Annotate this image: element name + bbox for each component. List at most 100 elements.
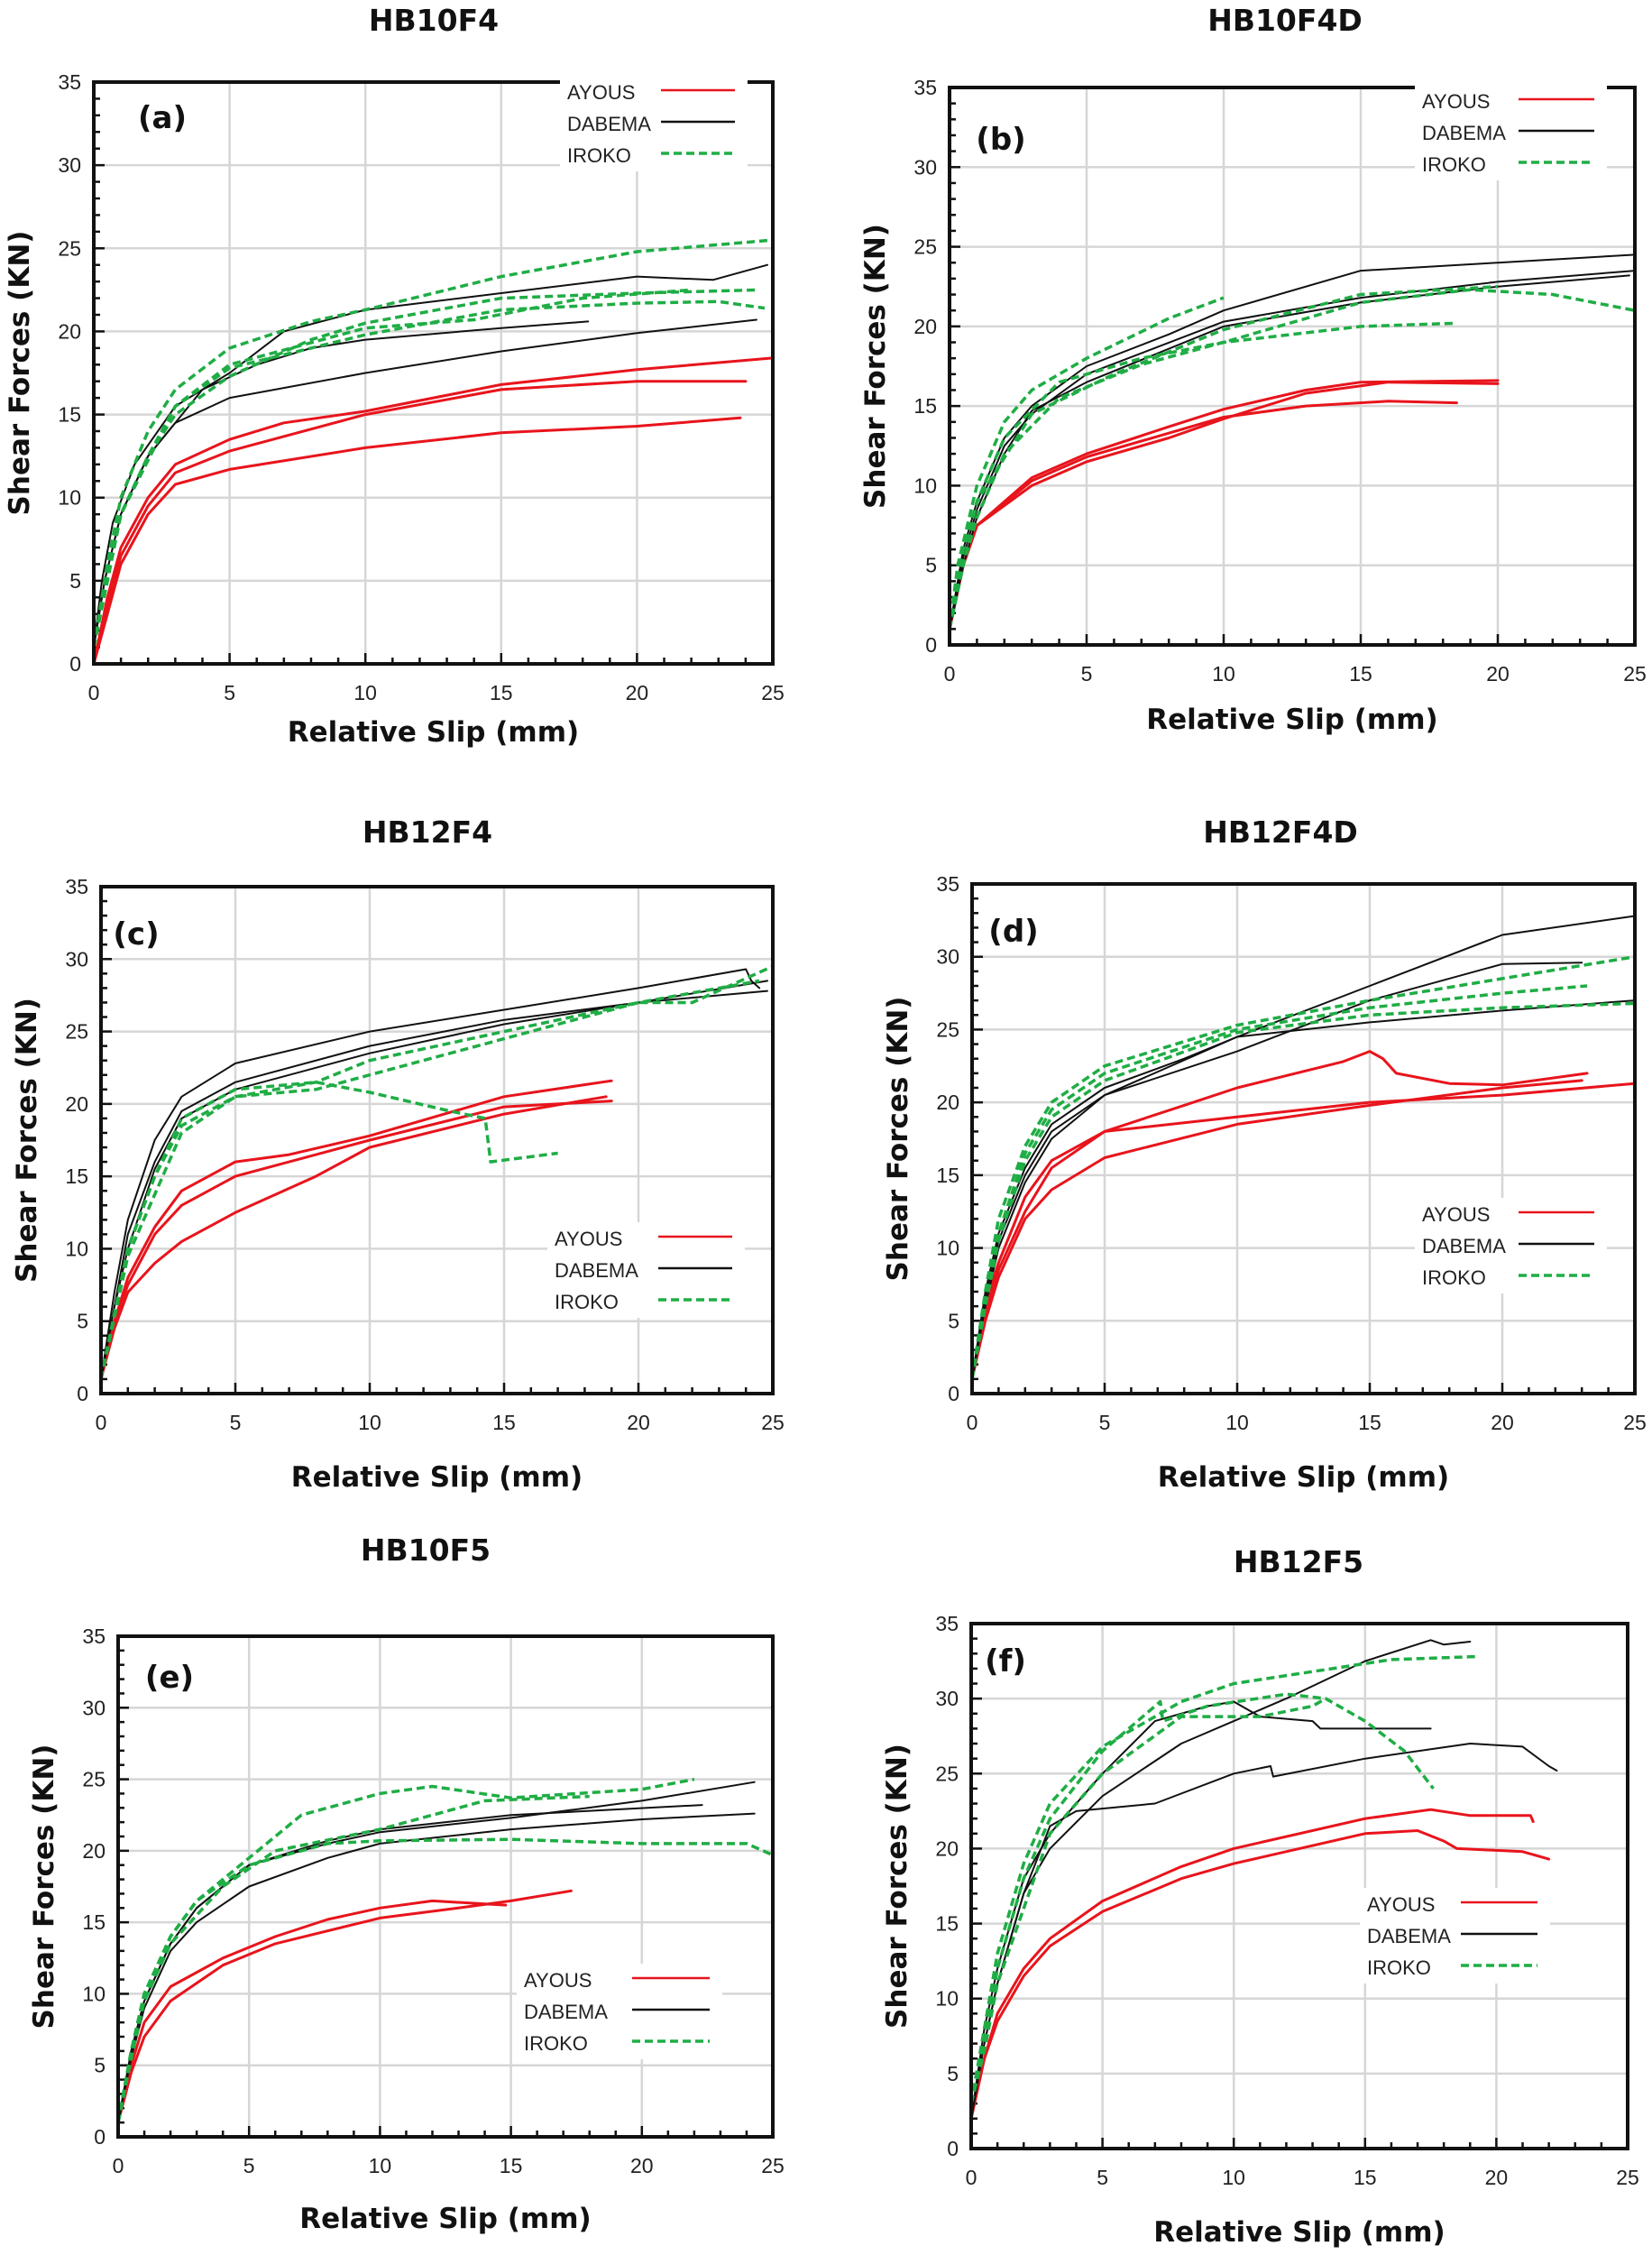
chart-title: HB10F5 xyxy=(361,1532,491,1568)
legend-label-ayous: AYOUS xyxy=(1422,90,1490,113)
x-tick-label: 25 xyxy=(761,681,785,704)
y-tick-label: 5 xyxy=(925,554,937,577)
series-line-iroko xyxy=(948,284,1499,630)
x-tick-label: 0 xyxy=(967,1411,978,1434)
y-tick-label: 5 xyxy=(94,2054,106,2077)
x-tick-label: 20 xyxy=(1485,2166,1509,2189)
y-tick-label: 35 xyxy=(82,1625,106,1648)
series-line-ayous xyxy=(99,1095,608,1381)
x-tick-label: 0 xyxy=(96,1411,107,1434)
chart-title: HB12F5 xyxy=(1234,1544,1363,1579)
y-tick-label: 20 xyxy=(936,1091,959,1114)
x-tick-label: 25 xyxy=(761,1411,785,1434)
x-tick-label: 0 xyxy=(88,681,100,704)
series-line-dabema xyxy=(971,915,1636,1380)
x-tick-label: 0 xyxy=(944,662,956,686)
series-line-iroko xyxy=(116,1794,590,2123)
x-tick-label: 5 xyxy=(1081,662,1093,686)
y-tick-label: 0 xyxy=(925,633,937,657)
legend-background xyxy=(517,1964,722,2059)
x-tick-label: 5 xyxy=(230,1411,242,1434)
x-axis-label: Relative Slip (mm) xyxy=(299,2203,591,2235)
y-tick-label: 15 xyxy=(58,403,81,427)
legend-label-iroko: IROKO xyxy=(1422,153,1486,176)
y-tick-label: 25 xyxy=(936,1017,959,1041)
x-axis-label: Relative Slip (mm) xyxy=(1153,2216,1445,2249)
y-tick-label: 0 xyxy=(77,1382,88,1405)
series-line-iroko xyxy=(969,1697,1326,2104)
series-line-iroko xyxy=(116,1777,695,2123)
chart-panel-d: HB12F4D 0 5 10 15 20 25 30 35 0 5 10 15 20 25 AYOUS DABE… xyxy=(882,815,1647,1494)
series-line-dabema xyxy=(970,1743,1558,2120)
legend-background xyxy=(1415,1198,1607,1293)
plot-frame xyxy=(970,882,1637,1395)
y-tick-label: 5 xyxy=(948,1309,959,1332)
x-tick-label: 10 xyxy=(1225,1411,1249,1434)
x-tick-label: 20 xyxy=(1486,662,1510,686)
series-line-iroko xyxy=(948,321,1457,630)
panel-label: (e) xyxy=(145,1660,194,1696)
series-line-iroko xyxy=(970,954,1636,1380)
x-tick-label: 20 xyxy=(627,1411,650,1434)
legend: AYOUS DABEMA IROKO xyxy=(517,1964,722,2059)
x-tick-label: 20 xyxy=(626,681,649,704)
legend-label-iroko: IROKO xyxy=(1367,1956,1431,1979)
plot-frame xyxy=(92,80,775,666)
panel-label: (d) xyxy=(988,914,1038,950)
y-tick-label: 30 xyxy=(935,1687,959,1710)
y-tick-label: 5 xyxy=(77,1310,88,1333)
y-tick-label: 20 xyxy=(82,1839,106,1863)
series-line-iroko xyxy=(92,288,759,648)
x-tick-label: 5 xyxy=(1099,1411,1111,1434)
x-tick-label: 10 xyxy=(369,2154,392,2177)
series-line-ayous xyxy=(969,1808,1535,2121)
x-tick-label: 20 xyxy=(1491,1411,1514,1434)
y-tick-label: 35 xyxy=(65,875,88,898)
legend-label-dabema: DABEMA xyxy=(1367,1925,1451,1947)
y-tick-label: 5 xyxy=(947,2062,959,2085)
x-tick-label: 15 xyxy=(490,681,513,704)
y-tick-label: 20 xyxy=(935,1836,959,1860)
legend-label-ayous: AYOUS xyxy=(524,1969,592,1992)
chart-title: HB10F4 xyxy=(369,3,499,38)
y-tick-label: 35 xyxy=(913,76,937,99)
y-axis-label: Shear Forces (KN) xyxy=(881,1744,913,2029)
chart-title: HB12F4 xyxy=(363,815,492,850)
series-line-dabema xyxy=(971,962,1583,1380)
series-line-ayous xyxy=(92,380,748,666)
chart-panel-b: HB10F4D 0 5 10 15 20 25 30 35 0 5 10 15 20 25 AYOUS DABE… xyxy=(859,3,1647,736)
x-tick-label: 10 xyxy=(1212,662,1235,686)
series-line-ayous xyxy=(116,1899,508,2124)
x-tick-label: 15 xyxy=(492,1411,516,1434)
x-axis-label: Relative Slip (mm) xyxy=(288,716,579,749)
y-tick-label: 25 xyxy=(58,236,81,260)
chart-title: HB12F4D xyxy=(1203,815,1358,850)
y-tick-label: 10 xyxy=(82,1982,106,2005)
y-tick-label: 30 xyxy=(58,153,81,177)
plot-frame xyxy=(99,885,775,1395)
y-tick-label: 15 xyxy=(935,1912,959,1936)
series-line-ayous xyxy=(99,1100,613,1381)
series-line-iroko xyxy=(969,1692,1435,2104)
x-tick-label: 10 xyxy=(358,1411,381,1434)
x-axis-label: Relative Slip (mm) xyxy=(291,1461,583,1494)
y-tick-label: 15 xyxy=(82,1910,106,1934)
y-tick-label: 30 xyxy=(913,155,937,179)
y-tick-label: 15 xyxy=(913,394,937,418)
series-line-iroko xyxy=(969,1654,1476,2104)
legend-label-dabema: DABEMA xyxy=(567,113,651,135)
series-line-iroko xyxy=(970,1001,1636,1380)
series-line-dabema xyxy=(971,999,1636,1380)
legend-label-ayous: AYOUS xyxy=(1367,1893,1435,1916)
y-tick-label: 35 xyxy=(58,70,81,94)
y-tick-label: 10 xyxy=(936,1237,959,1260)
legend-label-iroko: IROKO xyxy=(524,2032,588,2055)
y-tick-label: 10 xyxy=(935,1987,959,2011)
y-tick-label: 25 xyxy=(82,1768,106,1791)
y-tick-label: 0 xyxy=(948,1382,959,1405)
legend-label-ayous: AYOUS xyxy=(1422,1203,1490,1226)
y-tick-label: 20 xyxy=(913,315,937,338)
panel-label: (c) xyxy=(113,916,159,953)
legend-label-dabema: DABEMA xyxy=(1422,1235,1506,1257)
